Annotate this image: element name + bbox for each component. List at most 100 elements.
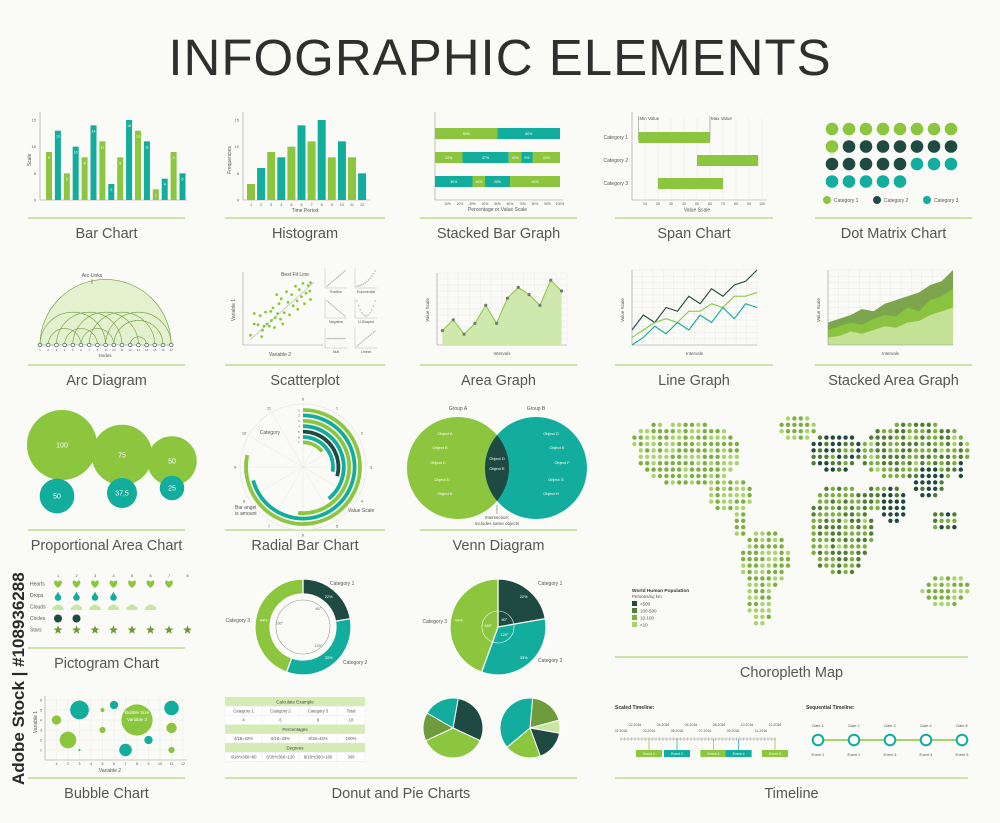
map-dot <box>901 429 906 434</box>
map-dot <box>875 441 880 447</box>
map-dot <box>747 608 752 613</box>
map-dot <box>664 441 669 447</box>
map-dot <box>785 563 791 568</box>
slice <box>452 697 484 742</box>
map-dot <box>702 441 707 447</box>
map-dot <box>715 454 720 459</box>
y-tick: 5 <box>34 171 37 176</box>
map-dot <box>677 435 682 440</box>
map-dot <box>939 486 944 491</box>
map-dot <box>753 576 759 581</box>
map-dot <box>933 486 938 491</box>
sequence-node <box>919 733 933 747</box>
y-axis-label: Value Scale <box>620 298 625 322</box>
calculation-table: Calculate Example Category 1 Category 2 Cat… <box>224 697 366 762</box>
map-dot <box>856 454 861 459</box>
map-dot <box>888 435 893 440</box>
intersection-item: Object E <box>489 466 505 471</box>
matrix-dot <box>876 175 890 188</box>
map-dot <box>741 557 746 562</box>
map-dot <box>811 512 816 517</box>
map-dot <box>753 531 759 536</box>
map-dot <box>715 429 720 434</box>
circle-value: 75 <box>118 453 126 460</box>
map-dot <box>766 537 771 543</box>
map-dot <box>894 435 899 440</box>
map-dot <box>696 441 701 447</box>
drop-icon <box>54 591 62 601</box>
map-dot <box>856 448 861 453</box>
thumb-point <box>327 283 330 286</box>
radial-tick: 4 <box>361 499 364 504</box>
map-dot <box>677 429 682 434</box>
node <box>70 342 75 348</box>
x-tick: 50% <box>494 202 501 206</box>
map-dot <box>926 480 931 485</box>
map-dot <box>657 473 663 479</box>
map-dot <box>715 499 720 504</box>
map-dot <box>728 499 733 504</box>
scatter-point <box>296 307 300 311</box>
map-dot <box>837 486 842 491</box>
map-dot <box>753 557 759 562</box>
x-tick: 1 <box>56 762 58 766</box>
bar <box>81 157 88 200</box>
map-dot <box>773 550 778 555</box>
map-dot <box>683 429 688 434</box>
map-dot <box>721 461 727 466</box>
map-dot <box>721 441 727 447</box>
radial-spoke <box>271 412 304 468</box>
map-dot <box>651 461 656 466</box>
drop-icon <box>110 591 117 601</box>
event-label: Event 2 <box>671 752 683 756</box>
cloud-icon <box>70 604 83 610</box>
bubble <box>99 726 106 734</box>
x-tick: 12 <box>360 203 364 207</box>
matrix-dot <box>927 157 941 171</box>
event-box <box>636 750 662 757</box>
section-title: Donut and Pie Charts <box>332 786 471 802</box>
thumb-point <box>366 337 368 339</box>
map-dot <box>817 441 823 447</box>
bar-value-label: 5 <box>182 177 184 181</box>
scatter-point <box>258 314 262 317</box>
bar <box>170 152 177 200</box>
map-dot <box>773 531 778 536</box>
segment-label: 50% <box>463 132 470 136</box>
bubble-label: Bubble Size <box>125 710 150 715</box>
map-dot <box>875 505 880 511</box>
map-dot <box>843 531 848 536</box>
map-dot <box>939 582 944 587</box>
segment-label: 40% <box>531 180 538 184</box>
radial-bar <box>302 424 346 501</box>
map-dot <box>901 512 906 517</box>
x-tick: 9 <box>148 762 150 766</box>
map-dot <box>728 461 733 466</box>
map-dot <box>926 486 931 491</box>
map-dot <box>933 518 938 523</box>
map-dot <box>664 467 669 472</box>
scatter-point <box>252 312 256 315</box>
map-dot <box>728 467 733 472</box>
map-dot <box>907 467 912 472</box>
map-dot <box>741 512 746 517</box>
stacked-segment <box>532 152 560 163</box>
map-dot <box>683 473 688 479</box>
radial-spoke <box>248 435 304 468</box>
percent-label: 44% <box>455 618 463 623</box>
radial-bar <box>244 408 362 526</box>
map-dot <box>645 448 650 453</box>
bar-value-label: 13 <box>136 135 140 139</box>
matrix-dot <box>910 140 924 153</box>
map-dot <box>702 467 707 472</box>
pattern-label: Exponential <box>357 290 376 294</box>
map-dot <box>811 461 816 466</box>
node-number: 6 <box>80 348 82 352</box>
map-dot <box>664 429 669 434</box>
line-graph: Value Scale Intervals <box>620 269 758 356</box>
map-dot <box>926 582 931 587</box>
thumb-point <box>374 330 376 332</box>
bar-value-label: 4 <box>164 183 166 187</box>
date-label: Date 3 <box>884 724 895 728</box>
map-dot <box>670 480 675 485</box>
